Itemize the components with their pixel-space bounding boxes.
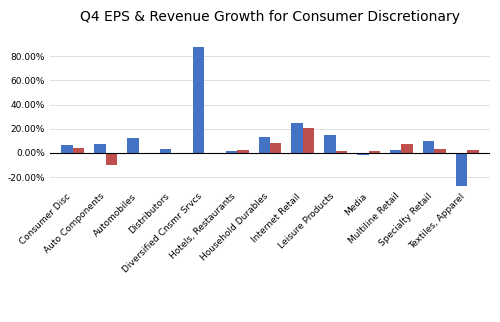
Bar [434, 149, 446, 153]
Bar [467, 150, 478, 153]
Bar [94, 145, 106, 153]
Bar [336, 151, 347, 153]
Bar [292, 123, 303, 153]
Bar [402, 144, 413, 153]
Bar [62, 145, 73, 153]
Bar [106, 153, 118, 165]
Bar [456, 153, 467, 185]
Bar [204, 153, 216, 154]
Bar [390, 150, 402, 153]
Bar [303, 128, 314, 153]
Bar [270, 143, 281, 153]
Bar [138, 153, 150, 154]
Bar [193, 47, 204, 153]
Bar [160, 149, 172, 153]
Bar [422, 141, 434, 153]
Bar [368, 151, 380, 153]
Bar [73, 148, 85, 153]
Title: Q4 EPS & Revenue Growth for Consumer Discretionary: Q4 EPS & Revenue Growth for Consumer Dis… [80, 10, 460, 24]
Bar [258, 137, 270, 153]
Bar [357, 153, 368, 155]
Bar [172, 153, 183, 154]
Bar [237, 150, 248, 153]
Bar [127, 138, 138, 153]
Bar [324, 135, 336, 153]
Bar [226, 151, 237, 153]
